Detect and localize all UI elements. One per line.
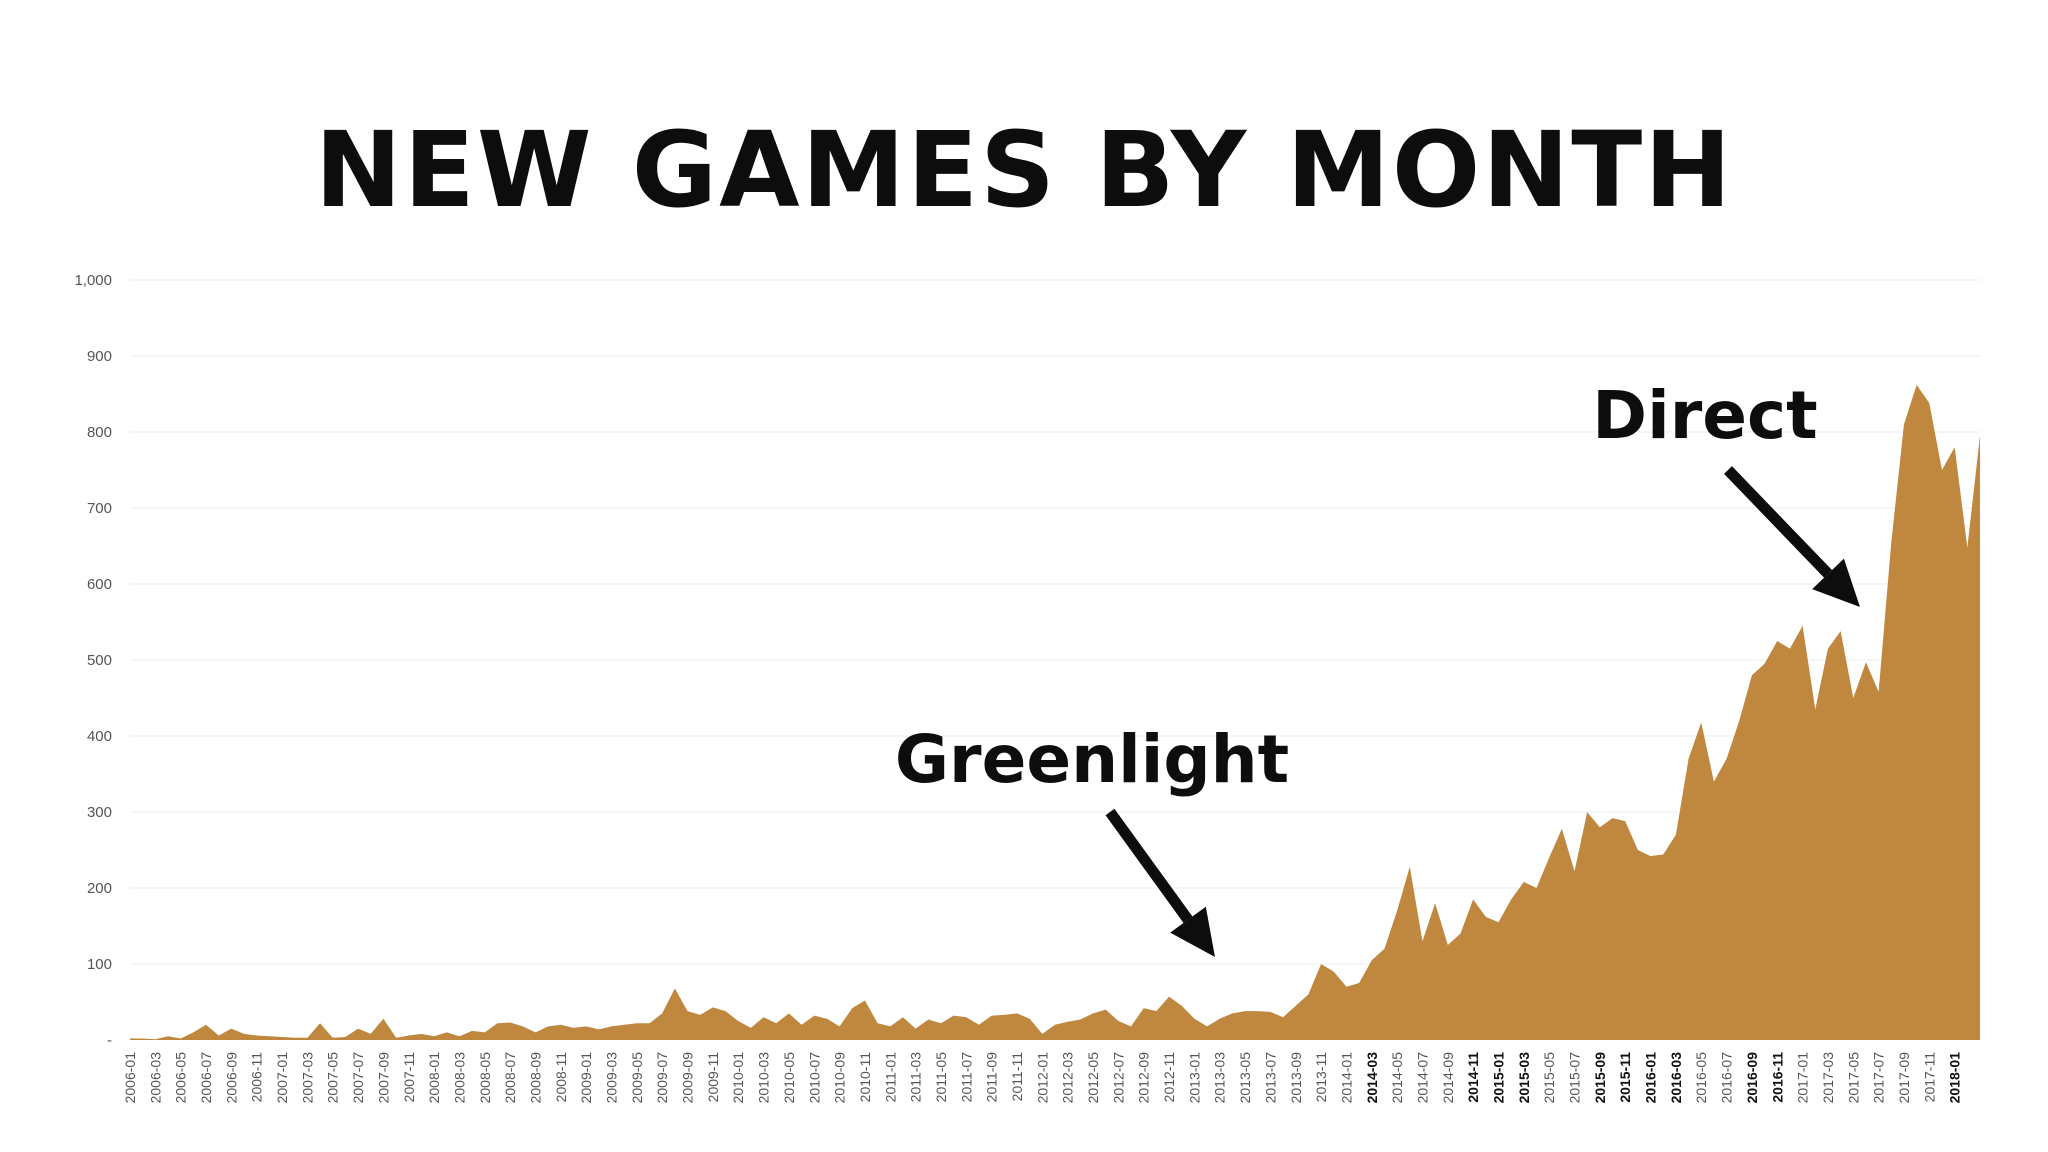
x-tick-label: 2014-11	[1465, 1052, 1481, 1103]
annotation-arrow-head	[1812, 558, 1860, 607]
x-axis-ticks: 2006-01 2006-03 2006-05 2006-07 2006-09 2006-…	[122, 1052, 1963, 1104]
x-tick-label: 2014-03	[1364, 1052, 1380, 1104]
x-tick-label: 2015-03	[1516, 1052, 1532, 1104]
x-tick-label: 2017-07	[1871, 1052, 1887, 1104]
x-tick-label: 2009-11	[705, 1052, 721, 1103]
x-tick-label: 2008-03	[451, 1052, 467, 1104]
x-tick-label: 2015-01	[1490, 1052, 1506, 1104]
x-tick-label: 2010-01	[730, 1052, 746, 1104]
y-tick-label: 200	[87, 880, 112, 897]
x-tick-label: 2016-03	[1668, 1052, 1684, 1104]
x-tick-label: 2011-11	[1009, 1052, 1025, 1102]
x-tick-label: 2011-07	[958, 1052, 974, 1103]
x-tick-label: 2017-05	[1845, 1052, 1861, 1104]
x-tick-label: 2012-11	[1161, 1052, 1177, 1103]
x-tick-label: 2015-07	[1567, 1052, 1583, 1104]
x-tick-label: 2009-09	[680, 1052, 696, 1104]
y-tick-label: -	[107, 1032, 112, 1049]
y-tick-label: 1,000	[74, 272, 112, 289]
x-tick-label: 2006-11	[249, 1052, 265, 1103]
x-tick-label: 2006-03	[147, 1052, 163, 1104]
annotation-arrow-head	[1170, 906, 1215, 957]
x-tick-label: 2010-09	[832, 1052, 848, 1104]
x-tick-label: 2012-09	[1136, 1052, 1152, 1104]
x-tick-label: 2007-05	[325, 1052, 341, 1104]
x-tick-label: 2009-01	[578, 1052, 594, 1104]
x-tick-label: 2010-07	[806, 1052, 822, 1104]
x-tick-label: 2007-03	[299, 1052, 315, 1104]
x-tick-label: 2016-11	[1769, 1052, 1785, 1103]
x-tick-label: 2014-05	[1389, 1052, 1405, 1104]
x-tick-label: 2007-01	[274, 1052, 290, 1104]
x-tick-label: 2014-01	[1338, 1052, 1354, 1104]
x-tick-label: 2012-07	[1110, 1052, 1126, 1104]
x-tick-label: 2017-03	[1820, 1052, 1836, 1104]
x-tick-label: 2011-05	[933, 1052, 949, 1103]
x-tick-label: 2009-07	[654, 1052, 670, 1104]
x-tick-label: 2013-09	[1288, 1052, 1304, 1104]
x-tick-label: 2016-05	[1693, 1052, 1709, 1104]
y-axis-ticks: - 100 200 300 400 500 600 700 800 900 1,000	[74, 272, 112, 1049]
x-tick-label: 2007-07	[350, 1052, 366, 1104]
x-tick-label: 2008-07	[502, 1052, 518, 1104]
x-tick-label: 2009-05	[629, 1052, 645, 1104]
x-tick-label: 2011-09	[984, 1052, 1000, 1103]
x-tick-label: 2013-11	[1313, 1052, 1329, 1103]
annotation-arrow-shaft	[1105, 808, 1193, 923]
x-tick-label: 2006-05	[173, 1052, 189, 1104]
y-tick-label: 900	[87, 348, 112, 365]
annotations: Greenlight Direct	[895, 377, 1860, 957]
x-tick-label: 2007-11	[401, 1052, 417, 1103]
x-tick-label: 2012-03	[1060, 1052, 1076, 1104]
x-tick-label: 2010-03	[756, 1052, 772, 1104]
x-tick-label: 2017-01	[1795, 1052, 1811, 1104]
y-tick-label: 100	[87, 956, 112, 973]
x-tick-label: 2012-01	[1034, 1052, 1050, 1104]
x-tick-label: 2010-11	[857, 1052, 873, 1103]
x-tick-label: 2012-05	[1085, 1052, 1101, 1104]
x-tick-label: 2018-01	[1947, 1052, 1963, 1104]
x-tick-label: 2011-03	[908, 1052, 924, 1103]
x-tick-label: 2009-03	[604, 1052, 620, 1104]
annotation-label: Greenlight	[895, 721, 1289, 798]
x-tick-label: 2006-07	[198, 1052, 214, 1104]
gridlines	[130, 279, 1980, 965]
x-tick-label: 2013-03	[1212, 1052, 1228, 1104]
x-tick-label: 2007-09	[375, 1052, 391, 1104]
y-tick-label: 400	[87, 728, 112, 745]
x-tick-label: 2010-05	[781, 1052, 797, 1104]
y-tick-label: 800	[87, 424, 112, 441]
x-tick-label: 2014-09	[1440, 1052, 1456, 1104]
annotation-label: Direct	[1592, 377, 1817, 454]
x-tick-label: 2008-11	[553, 1052, 569, 1103]
chart-title: NEW GAMES BY MONTH	[314, 109, 1734, 231]
y-tick-label: 500	[87, 652, 112, 669]
series-area	[130, 384, 1980, 1040]
x-tick-label: 2017-09	[1896, 1052, 1912, 1104]
x-tick-label: 2008-05	[477, 1052, 493, 1104]
y-tick-label: 700	[87, 500, 112, 517]
y-tick-label: 600	[87, 576, 112, 593]
x-tick-label: 2013-01	[1186, 1052, 1202, 1104]
y-tick-label: 300	[87, 804, 112, 821]
x-tick-label: 2016-09	[1744, 1052, 1760, 1104]
x-tick-label: 2008-09	[527, 1052, 543, 1104]
x-tick-label: 2016-07	[1719, 1052, 1735, 1104]
x-tick-label: 2015-05	[1541, 1052, 1557, 1104]
x-tick-label: 2016-01	[1643, 1052, 1659, 1104]
x-tick-label: 2013-07	[1262, 1052, 1278, 1104]
x-tick-label: 2011-01	[882, 1052, 898, 1103]
x-tick-label: 2015-09	[1592, 1052, 1608, 1104]
annotation-arrow-shaft	[1724, 466, 1833, 578]
x-tick-label: 2006-09	[223, 1052, 239, 1104]
x-tick-label: 2017-11	[1921, 1052, 1937, 1103]
x-tick-label: 2006-01	[122, 1052, 138, 1104]
x-tick-label: 2015-11	[1617, 1052, 1633, 1103]
x-tick-label: 2014-07	[1414, 1052, 1430, 1104]
x-tick-label: 2013-05	[1237, 1052, 1253, 1104]
x-tick-label: 2008-01	[426, 1052, 442, 1104]
